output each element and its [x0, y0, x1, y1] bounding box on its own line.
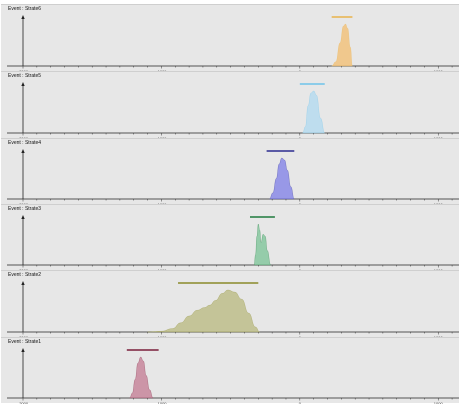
- density-area: [253, 223, 271, 266]
- x-tick-label: -2000: [18, 136, 29, 139]
- density-area: [129, 356, 154, 399]
- x-tick-label: 0: [299, 69, 302, 72]
- phase-plot: -2000 -1000 0 1000: [7, 215, 459, 271]
- x-tick-label: -1000: [156, 268, 167, 271]
- phase-title: Event : Strate4: [8, 140, 42, 146]
- phase-title: Event : Strate2: [8, 272, 42, 278]
- density-area: [331, 23, 353, 67]
- x-tick-label: -2000: [18, 202, 29, 205]
- y-axis-arrow: [21, 82, 25, 86]
- x-tick-label: 0: [299, 136, 302, 139]
- x-tick-label: 1000: [434, 335, 444, 338]
- y-axis-arrow: [21, 15, 25, 19]
- x-tick-label: -1000: [156, 136, 167, 139]
- x-tick-label: -2000: [18, 335, 29, 338]
- x-tick-label: -2000: [18, 69, 29, 72]
- phase-title: Event : Strate5: [8, 73, 42, 79]
- phase-plot: -2000 -1000 0 1000: [7, 15, 459, 72]
- y-axis-arrow: [21, 215, 25, 219]
- phase-panel-strate6: Event : Strate6 -2000 -1000 0 1000: [1, 4, 459, 72]
- y-axis-arrow: [21, 149, 25, 153]
- phase-panel-strate1: Event : Strate1 -2000 -1000 0 1000: [1, 337, 459, 404]
- phase-plot: -2000 -1000 0 1000: [7, 281, 459, 338]
- x-tick-label: 0: [299, 268, 302, 271]
- x-tick-label: 1000: [434, 69, 444, 72]
- y-axis-arrow: [21, 281, 25, 285]
- x-tick-label: 0: [299, 202, 302, 205]
- density-area: [269, 157, 295, 200]
- phase-title: Event : Strate1: [8, 339, 42, 345]
- x-tick-label: 1000: [434, 136, 444, 139]
- density-area: [147, 289, 260, 333]
- x-tick-label: -2000: [18, 268, 29, 271]
- x-tick-label: -1000: [156, 335, 167, 338]
- x-tick-label: 1000: [434, 202, 444, 205]
- phase-title: Event : Strate6: [8, 6, 42, 12]
- x-tick-label: -1000: [156, 69, 167, 72]
- phase-plot: -2000 -1000 0 1000: [7, 149, 459, 205]
- density-area: [302, 90, 325, 134]
- x-tick-label: -1000: [156, 202, 167, 205]
- y-axis-arrow: [21, 348, 25, 352]
- phase-plot: -2000 -1000 0 1000: [7, 82, 459, 139]
- phase-title: Event : Strate3: [8, 206, 42, 212]
- x-tick-label: 1000: [434, 268, 444, 271]
- x-tick-label: 0: [299, 335, 302, 338]
